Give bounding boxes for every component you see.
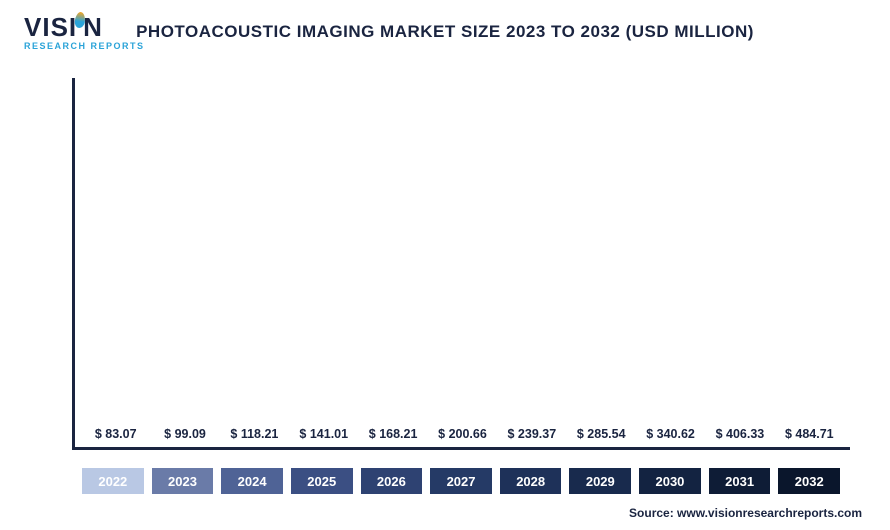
chart-area: $ 83.07 $ 99.09 $ 118.21 $ 141.01 $ 168.21 $ …: [72, 78, 850, 450]
bar-wrap: $ 340.62: [640, 427, 701, 447]
bar-wrap: $ 118.21: [224, 427, 285, 447]
source-text: Source: www.visionresearchreports.com: [629, 506, 862, 520]
x-axis-label: 2031: [709, 468, 771, 494]
bar-value-label: $ 340.62: [646, 427, 695, 441]
x-axis-label: 2027: [430, 468, 492, 494]
logo-sub: RESEARCH REPORTS: [24, 42, 145, 51]
bar-wrap: $ 285.54: [571, 427, 632, 447]
x-axis-label: 2032: [778, 468, 840, 494]
x-axis-label: 2024: [221, 468, 283, 494]
bar-value-label: $ 239.37: [508, 427, 557, 441]
x-axis-label: 2022: [82, 468, 144, 494]
bar-value-label: $ 99.09: [164, 427, 206, 441]
bar-wrap: $ 141.01: [293, 427, 354, 447]
bar-value-label: $ 141.01: [299, 427, 348, 441]
x-axis-label: 2029: [569, 468, 631, 494]
x-axis-label: 2025: [291, 468, 353, 494]
bar-value-label: $ 83.07: [95, 427, 137, 441]
x-axis-labels: 2022 2023 2024 2025 2026 2027 2028 2029 2030 2031…: [72, 468, 850, 494]
bar-value-label: $ 200.66: [438, 427, 487, 441]
bar-wrap: $ 99.09: [154, 427, 215, 447]
bar-wrap: $ 484.71: [779, 427, 840, 447]
bar-value-label: $ 168.21: [369, 427, 418, 441]
bar-wrap: $ 200.66: [432, 427, 493, 447]
x-axis-label: 2023: [152, 468, 214, 494]
bar-wrap: $ 239.37: [501, 427, 562, 447]
chart-title: PHOTOACOUSTIC IMAGING MARKET SIZE 2023 T…: [0, 22, 890, 42]
x-axis-label: 2030: [639, 468, 701, 494]
bar-value-label: $ 118.21: [230, 427, 278, 441]
x-axis-label: 2026: [361, 468, 423, 494]
bars-container: $ 83.07 $ 99.09 $ 118.21 $ 141.01 $ 168.21 $ …: [75, 78, 850, 447]
bar-wrap: $ 168.21: [362, 427, 423, 447]
bar-wrap: $ 83.07: [85, 427, 146, 447]
x-axis-label: 2028: [500, 468, 562, 494]
bar-value-label: $ 406.33: [716, 427, 765, 441]
bar-value-label: $ 285.54: [577, 427, 626, 441]
bar-wrap: $ 406.33: [709, 427, 770, 447]
bar-value-label: $ 484.71: [785, 427, 834, 441]
